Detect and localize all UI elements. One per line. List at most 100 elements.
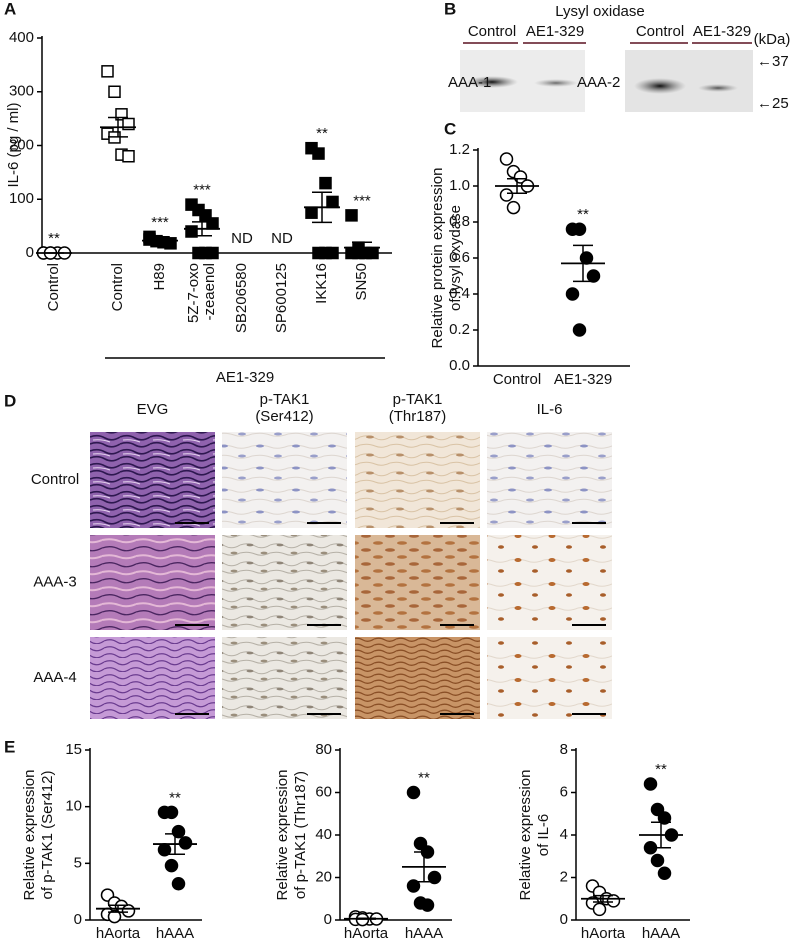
data-point (164, 805, 179, 820)
y-tick-label: 300 (9, 83, 34, 100)
data-point (506, 200, 521, 215)
annotation: ND (271, 230, 293, 247)
x-tick-label: Control (493, 371, 541, 388)
x-tick-label: hAorta (96, 925, 141, 941)
mw-marker: ←25 (757, 95, 789, 112)
y-tick-label: 10 (65, 798, 82, 815)
histology-image (355, 535, 480, 630)
data-point (326, 195, 339, 209)
annotation: ** (577, 206, 589, 223)
data-point (101, 65, 114, 78)
data-point (499, 152, 514, 166)
data-point (115, 108, 128, 121)
y-axis-label: of p-TAK1 (Thr187) (292, 771, 309, 899)
lane-label: Control (636, 23, 684, 40)
y-tick-label: 0.4 (449, 285, 470, 302)
error-bar (108, 116, 128, 138)
histology-image (222, 637, 347, 719)
error-bar (507, 178, 527, 194)
data-point (164, 858, 179, 873)
data-point (420, 898, 435, 912)
y-tick-label: 8 (560, 741, 568, 758)
blot-band (534, 79, 578, 87)
x-tick-label: IKK16 (313, 263, 330, 304)
error-bar (593, 894, 613, 903)
y-tick-label: 2 (560, 868, 568, 885)
y-tick-label: 0 (560, 911, 568, 928)
column-header: (Thr187) (389, 408, 447, 425)
data-point (592, 902, 607, 917)
annotation: ** (48, 230, 60, 247)
y-tick-label: 0 (324, 911, 332, 928)
y-tick-label: 20 (315, 868, 332, 885)
x-tick-label: hAorta (581, 925, 626, 941)
row-label: AAA-3 (33, 573, 76, 590)
histology-image (355, 637, 480, 719)
data-point (312, 147, 325, 160)
blot-band (466, 76, 518, 88)
y-axis-label: of lysyl oxydase (447, 205, 464, 311)
x-tick-label: SB206580 (233, 263, 250, 333)
data-point (107, 909, 122, 924)
data-point (305, 206, 318, 219)
y-tick-label: 1.2 (449, 141, 470, 158)
panel-label: E (4, 737, 15, 756)
histology-image (487, 637, 612, 719)
data-point (345, 209, 358, 222)
blot-band (634, 78, 686, 94)
y-tick-label: 400 (9, 29, 34, 46)
histology-image (487, 432, 612, 528)
blot-band (698, 84, 738, 92)
histology-image (90, 432, 215, 528)
data-point (143, 230, 156, 244)
data-point (413, 836, 428, 851)
annotation: ** (169, 789, 181, 806)
y-axis-label: of p-TAK1 (Ser412) (39, 771, 56, 900)
y-axis-label: Relative expression (274, 770, 291, 901)
row-label: AAA-2 (577, 74, 620, 91)
data-point (206, 217, 219, 230)
y-tick-label: 5 (74, 854, 82, 871)
data-point (178, 836, 193, 850)
annotation: *** (193, 182, 211, 199)
data-point (406, 879, 421, 893)
data-point (643, 777, 658, 791)
panel-label: C (444, 119, 456, 138)
annotation: ** (655, 761, 667, 778)
lane-label: Control (468, 23, 516, 40)
data-point (572, 222, 587, 236)
panel-label: D (4, 391, 16, 410)
annotation: ND (231, 230, 253, 247)
row-label: AAA-1 (448, 74, 491, 91)
y-tick-label: 15 (65, 741, 82, 758)
error-bar (352, 241, 372, 254)
data-point (199, 209, 212, 222)
error-bar (573, 244, 593, 283)
lane-label: AE1-329 (526, 23, 584, 40)
data-point (499, 188, 514, 202)
y-tick-label: 200 (9, 136, 34, 153)
annotation: *** (353, 192, 371, 209)
histology-image (355, 432, 480, 528)
y-tick-label: 0.6 (449, 249, 470, 266)
y-tick-label: 0.8 (449, 213, 470, 230)
data-point (185, 225, 198, 238)
data-point (122, 150, 135, 163)
y-tick-label: 0 (26, 244, 34, 261)
y-tick-label: 0 (74, 911, 82, 928)
error-bar (312, 191, 332, 224)
error-bar (414, 851, 434, 883)
y-axis-label: Relative expression (21, 770, 38, 901)
row-label: Control (31, 471, 79, 488)
data-point (606, 894, 621, 908)
x-tick-label: 5Z-7-oxo (185, 263, 202, 323)
lane-label: AE1-329 (693, 23, 751, 40)
y-tick-label: 0.0 (449, 357, 470, 374)
data-point (427, 870, 442, 885)
y-tick-label: 1.0 (449, 177, 470, 194)
histology-image (487, 535, 612, 630)
y-tick-label: 6 (560, 783, 568, 800)
y-axis-label: Relative protein expression (429, 168, 446, 349)
data-point (122, 117, 135, 131)
data-point (164, 237, 177, 250)
